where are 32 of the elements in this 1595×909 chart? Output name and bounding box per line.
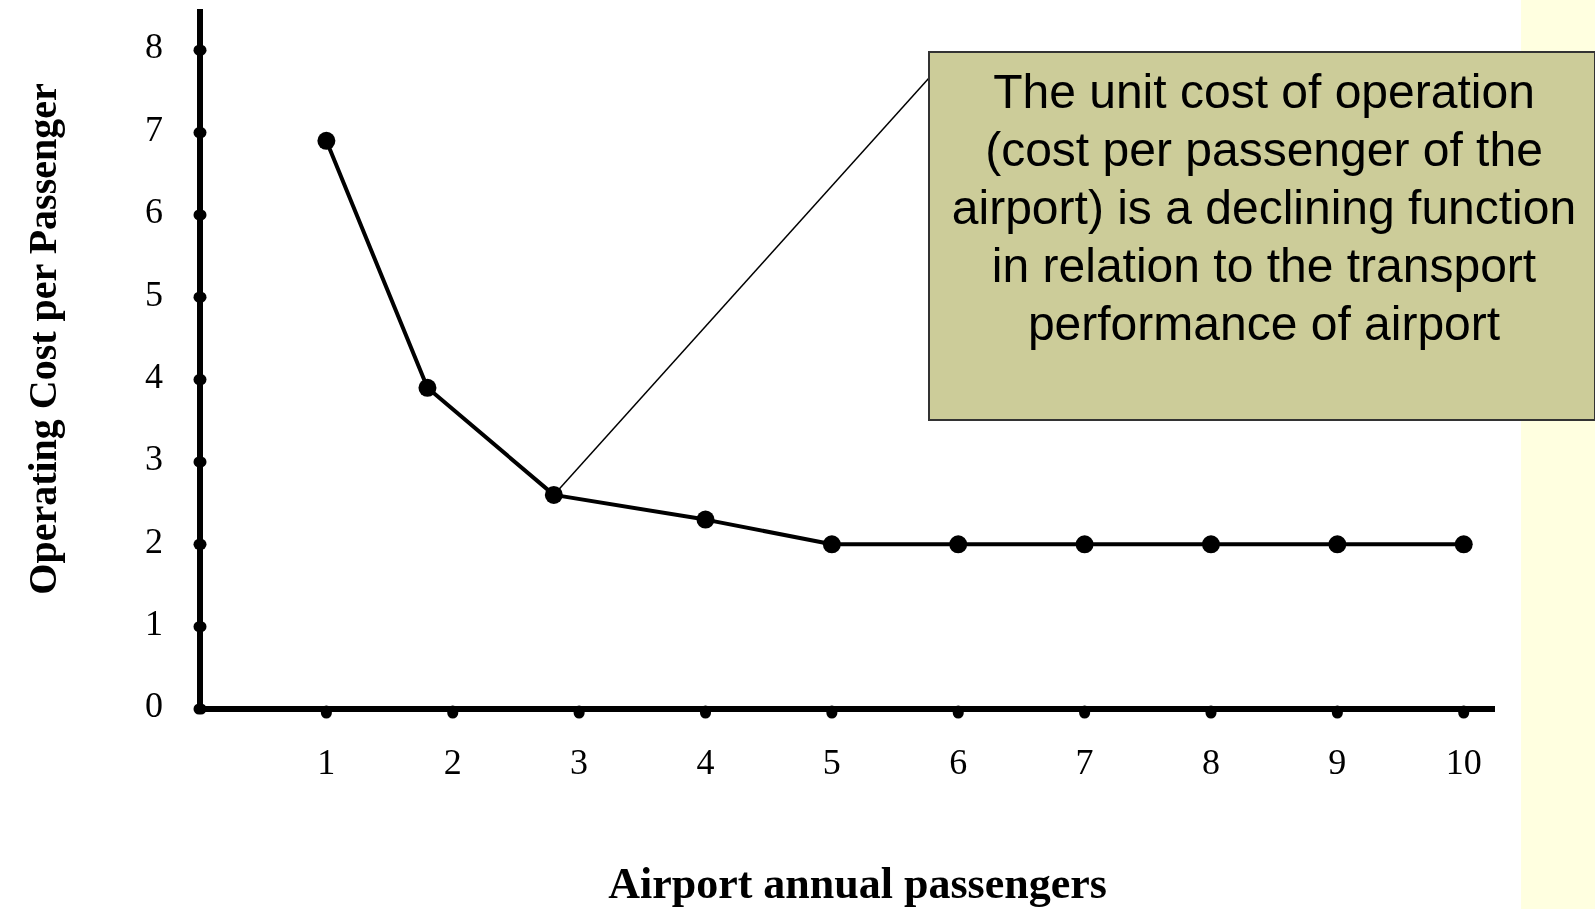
x-tick-label: 2 [443, 742, 462, 782]
point [1201, 535, 1220, 554]
point [1075, 535, 1094, 554]
x-axis-title: Airport annual passengers [608, 859, 1107, 908]
x-tick-label: 3 [570, 742, 589, 782]
x-tick-label: 7 [1075, 742, 1094, 782]
x-tick-label: 5 [822, 742, 841, 782]
y-tick-label: 8 [145, 26, 163, 67]
y-tick-label: 3 [145, 438, 163, 479]
y-tick-label: 6 [145, 191, 163, 232]
point [822, 535, 841, 554]
point [949, 535, 968, 554]
point [1328, 535, 1347, 554]
y-tick-label: 1 [145, 602, 163, 643]
y-tick-label: 5 [145, 273, 163, 314]
x-tick-label: 8 [1201, 742, 1220, 782]
x-tick-label: 4 [696, 742, 715, 782]
point [544, 485, 563, 504]
x-tick-label: 1 [317, 742, 336, 782]
annotation: The unit cost of operation (cost per passenger of the airport) is a declining function in relation to the transport performance of airport [951, 65, 1577, 350]
point [1454, 535, 1473, 554]
y-tick-label: 7 [145, 108, 163, 149]
y-tick-label: 2 [145, 520, 163, 561]
point [696, 510, 715, 529]
y-tick-label: 4 [145, 355, 163, 396]
x-tick-label: 9 [1328, 742, 1347, 782]
x-tick-label: 10 [1445, 742, 1482, 782]
x-tick-label: 6 [949, 742, 968, 782]
point [418, 378, 437, 397]
y-tick-label: 0 [145, 685, 163, 726]
point [317, 131, 336, 150]
y-axis-title: Operating Cost per Passenger [20, 83, 65, 595]
